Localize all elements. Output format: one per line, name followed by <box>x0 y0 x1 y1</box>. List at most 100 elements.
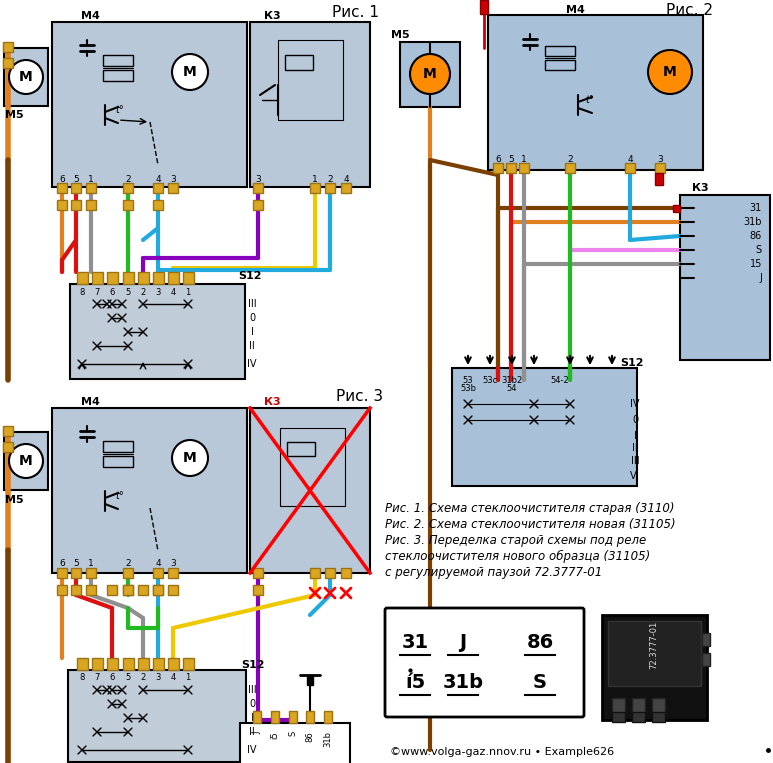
Text: 2: 2 <box>327 175 333 183</box>
Text: 3: 3 <box>155 672 161 681</box>
Text: 3: 3 <box>170 559 176 568</box>
Bar <box>253 183 263 193</box>
Bar <box>103 70 133 81</box>
Bar <box>289 711 297 723</box>
Text: M: M <box>183 65 197 79</box>
Text: S12: S12 <box>238 271 262 281</box>
Bar <box>506 163 516 173</box>
Bar <box>324 711 332 723</box>
Text: 2: 2 <box>567 154 573 163</box>
Text: 6: 6 <box>495 154 501 163</box>
Text: 1: 1 <box>521 154 527 163</box>
Text: M: M <box>663 65 677 79</box>
Text: стеклоочистителя нового образца (31105): стеклоочистителя нового образца (31105) <box>385 550 650 563</box>
Text: 4: 4 <box>627 154 633 163</box>
Text: M: M <box>19 70 33 84</box>
Text: í5: í5 <box>405 672 425 691</box>
Text: M4: M4 <box>80 397 100 407</box>
Text: ©www.volga-gaz.nnov.ru • Example626: ©www.volga-gaz.nnov.ru • Example626 <box>390 747 614 757</box>
Bar <box>545 60 575 70</box>
Circle shape <box>9 60 43 94</box>
Bar <box>107 272 117 284</box>
Text: M4: M4 <box>566 5 584 15</box>
Text: 5: 5 <box>125 288 131 297</box>
Bar <box>280 428 345 506</box>
Bar <box>565 163 575 173</box>
Bar <box>271 711 279 723</box>
Bar <box>86 585 96 595</box>
Text: M5: M5 <box>5 110 23 120</box>
Text: 86: 86 <box>750 231 762 241</box>
Bar <box>452 368 637 486</box>
Bar <box>702 653 710 666</box>
Text: 3: 3 <box>657 154 663 163</box>
Text: 53c: 53c <box>482 375 498 385</box>
Bar <box>3 426 13 436</box>
Bar <box>341 183 351 193</box>
Text: IV: IV <box>630 399 640 409</box>
Bar <box>310 568 320 578</box>
Text: M5: M5 <box>390 30 410 40</box>
Text: 31b: 31b <box>744 217 762 227</box>
Circle shape <box>648 50 692 94</box>
Text: VI: VI <box>630 471 640 481</box>
Text: 4: 4 <box>170 672 175 681</box>
Bar <box>122 272 134 284</box>
Text: t°: t° <box>116 105 124 115</box>
Bar <box>287 442 315 456</box>
Bar <box>168 568 178 578</box>
Bar <box>325 568 335 578</box>
Bar <box>86 183 96 193</box>
Bar <box>153 568 163 578</box>
Bar <box>655 173 663 185</box>
Text: J: J <box>459 633 467 652</box>
Bar <box>168 183 178 193</box>
Text: 7: 7 <box>94 672 100 681</box>
Bar <box>680 195 770 360</box>
Text: J: J <box>759 273 762 283</box>
Bar <box>702 633 710 646</box>
Text: 3: 3 <box>170 175 176 183</box>
Text: 2: 2 <box>141 672 145 681</box>
Bar <box>138 658 148 670</box>
Text: Рис. 1: Рис. 1 <box>332 5 379 20</box>
Text: 5: 5 <box>73 559 79 568</box>
Bar <box>480 0 488 14</box>
Text: 0: 0 <box>249 699 255 709</box>
Text: 3: 3 <box>255 175 261 183</box>
Text: IV: IV <box>247 359 257 369</box>
Text: I: I <box>250 327 254 337</box>
Text: II: II <box>249 341 255 351</box>
Bar <box>655 163 665 173</box>
Bar <box>182 658 193 670</box>
Text: 31: 31 <box>401 633 428 652</box>
Bar <box>602 615 707 720</box>
Circle shape <box>410 54 450 94</box>
Bar <box>123 585 133 595</box>
Bar <box>253 585 263 595</box>
Bar <box>123 200 133 210</box>
Bar <box>57 183 67 193</box>
Text: III: III <box>247 685 257 695</box>
Bar <box>253 711 261 723</box>
Text: 6: 6 <box>109 288 114 297</box>
Bar <box>138 585 148 595</box>
Text: 53: 53 <box>463 375 473 385</box>
Bar <box>307 675 313 685</box>
Text: 2: 2 <box>141 288 145 297</box>
Text: 1: 1 <box>312 175 318 183</box>
Bar <box>52 408 247 573</box>
Bar <box>519 163 529 173</box>
Bar <box>253 200 263 210</box>
FancyBboxPatch shape <box>385 608 584 717</box>
Bar <box>168 658 179 670</box>
Text: M5: M5 <box>5 495 23 505</box>
Text: 54: 54 <box>507 384 517 392</box>
Text: К3: К3 <box>264 397 281 407</box>
Text: S12: S12 <box>241 660 264 670</box>
Text: 31: 31 <box>750 203 762 213</box>
Text: M: M <box>183 451 197 465</box>
Circle shape <box>172 54 208 90</box>
Text: К3: К3 <box>264 11 281 21</box>
Text: S: S <box>756 245 762 255</box>
